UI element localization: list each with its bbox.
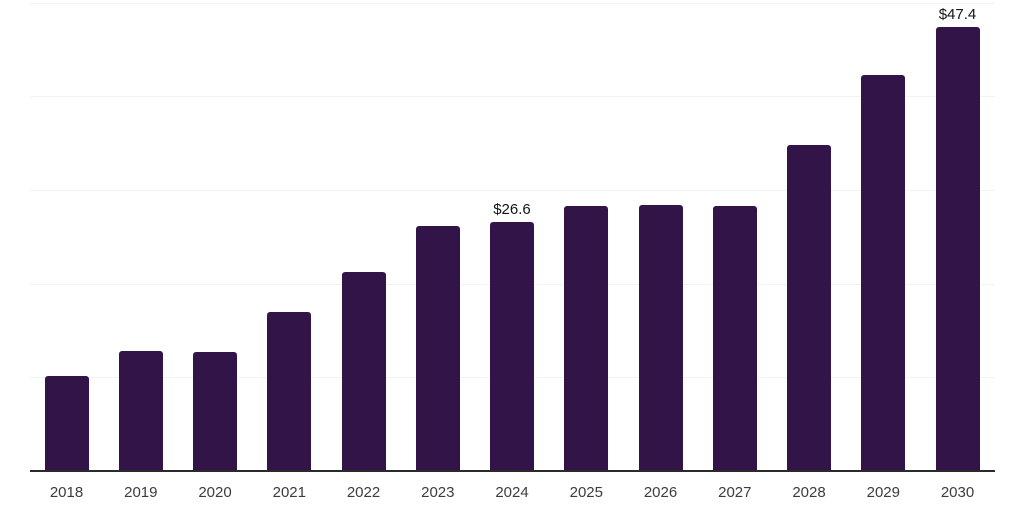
bar-2023 xyxy=(415,226,460,471)
bar-2021 xyxy=(267,311,312,471)
x-tick-label-2020: 2020 xyxy=(198,484,232,501)
bar-2019 xyxy=(118,351,163,471)
bar-2024 xyxy=(490,221,534,471)
x-tick-label-2026: 2026 xyxy=(643,484,678,501)
bar-2029 xyxy=(861,74,906,471)
x-axis-line xyxy=(30,470,995,472)
bar-2028 xyxy=(787,144,831,471)
value-label-2024: $26.6 xyxy=(493,200,531,218)
x-tick-label-2027: 2027 xyxy=(718,484,752,501)
value-label-2030: $47.4 xyxy=(938,5,977,23)
gridline-30 xyxy=(30,189,995,191)
x-tick-label-2030: 2030 xyxy=(940,484,975,501)
gridline-50 xyxy=(30,2,995,4)
x-tick-label-2023: 2023 xyxy=(421,484,455,501)
bar-2018 xyxy=(44,376,89,471)
x-tick-label-2019: 2019 xyxy=(124,484,158,501)
x-tick-label-2022: 2022 xyxy=(346,484,381,501)
x-tick-label-2021: 2021 xyxy=(272,484,306,501)
bar-2030 xyxy=(935,26,980,471)
bar-2020 xyxy=(193,352,237,471)
x-tick-label-2028: 2028 xyxy=(792,484,826,501)
bar-2026 xyxy=(638,204,683,471)
gridline-40 xyxy=(30,96,995,98)
x-tick-label-2025: 2025 xyxy=(569,484,603,501)
x-tick-label-2024: 2024 xyxy=(495,484,529,501)
bar-2027 xyxy=(712,205,757,471)
x-tick-label-2018: 2018 xyxy=(49,484,84,501)
bar-2022 xyxy=(341,272,386,471)
x-tick-label-2029: 2029 xyxy=(866,484,900,501)
bar-2025 xyxy=(564,205,609,471)
